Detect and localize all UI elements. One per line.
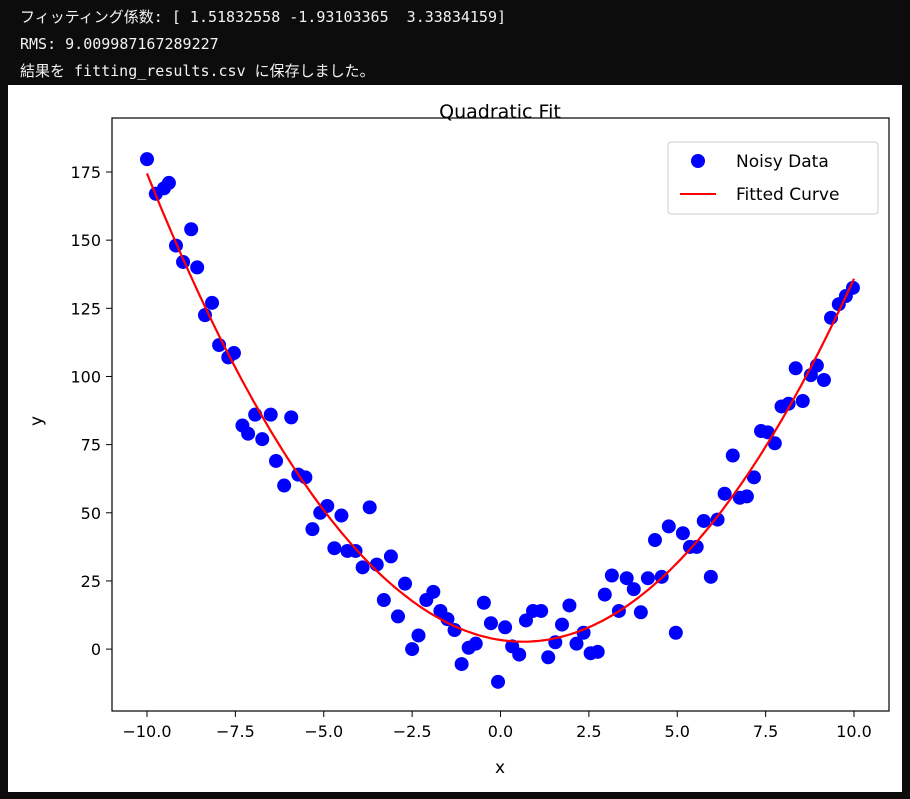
x-tick-label: −5.0 <box>304 722 343 741</box>
data-point <box>161 175 176 190</box>
data-point <box>483 616 498 631</box>
data-point <box>816 373 831 388</box>
x-tick-label: 0.0 <box>488 722 513 741</box>
data-point <box>355 560 370 575</box>
data-point <box>597 587 612 602</box>
data-point <box>725 448 740 463</box>
data-point <box>633 605 648 620</box>
y-tick-label: 100 <box>70 367 101 386</box>
data-point <box>255 432 270 447</box>
data-point <box>139 152 154 167</box>
data-point <box>468 636 483 651</box>
fitted-curve-line <box>145 172 856 643</box>
y-tick-label: 50 <box>81 504 101 523</box>
data-point <box>518 613 533 628</box>
data-point <box>647 533 662 548</box>
legend-marker-noisy-data <box>691 154 705 168</box>
data-point <box>476 595 491 610</box>
data-point <box>284 410 299 425</box>
data-point <box>668 625 683 640</box>
y-tick-label: 125 <box>70 299 101 318</box>
y-axis-label: y <box>27 416 47 426</box>
data-point <box>390 609 405 624</box>
legend-frame <box>667 141 879 215</box>
data-point <box>491 674 506 689</box>
data-point <box>334 508 349 523</box>
y-tick-label: 150 <box>70 231 101 250</box>
data-point <box>640 571 655 586</box>
data-point <box>269 453 284 468</box>
data-point <box>440 612 455 627</box>
legend-label-noisy-data: Noisy Data <box>736 152 829 172</box>
data-point <box>320 498 335 513</box>
y-tick-label: 0 <box>91 640 101 659</box>
data-point <box>717 486 732 501</box>
y-tick-label: 175 <box>70 163 101 182</box>
data-point <box>788 361 803 376</box>
data-point <box>534 603 549 618</box>
x-tick-label: −10.0 <box>122 722 171 741</box>
data-point <box>498 620 513 635</box>
data-point <box>512 647 527 662</box>
data-point <box>541 650 556 665</box>
x-tick-label: 2.5 <box>576 722 601 741</box>
x-tick-label: 7.5 <box>753 722 778 741</box>
x-tick-label: −7.5 <box>216 722 255 741</box>
data-point <box>619 571 634 586</box>
data-point <box>746 470 761 485</box>
data-point <box>604 568 619 583</box>
data-point <box>190 260 205 275</box>
data-point <box>405 642 420 657</box>
data-point <box>675 526 690 541</box>
data-point <box>739 489 754 504</box>
data-point <box>661 519 676 534</box>
data-point <box>376 593 391 608</box>
terminal-line-saved: 結果を fitting_results.csv に保存しました。 <box>20 62 375 80</box>
data-point <box>626 582 641 597</box>
data-point <box>327 541 342 556</box>
data-point <box>703 569 718 584</box>
data-point <box>348 543 363 558</box>
data-point <box>569 636 584 651</box>
terminal-line-coefficients: フィッティング係数: [ 1.51832558 -1.93103365 3.33… <box>20 8 507 26</box>
data-point <box>383 549 398 564</box>
terminal-output: フィッティング係数: [ 1.51832558 -1.93103365 3.33… <box>20 4 506 85</box>
data-point <box>277 478 292 493</box>
data-point <box>362 500 377 515</box>
x-tick-label: 5.0 <box>665 722 690 741</box>
data-point <box>710 512 725 527</box>
data-point <box>263 407 278 422</box>
data-point <box>696 513 711 528</box>
data-point <box>454 657 469 672</box>
data-point <box>398 576 413 591</box>
y-tick-label: 25 <box>81 572 101 591</box>
x-axis-label: x <box>495 758 505 778</box>
chart-title: Quadratic Fit <box>439 101 561 123</box>
data-point <box>305 522 320 537</box>
legend-label-fitted-curve: Fitted Curve <box>736 185 839 205</box>
terminal-line-rms: RMS: 9.009987167289227 <box>20 35 219 53</box>
data-point <box>411 628 426 643</box>
data-point <box>767 436 782 451</box>
data-point <box>426 584 441 599</box>
data-point <box>562 598 577 613</box>
y-tick-label: 75 <box>81 436 101 455</box>
data-point <box>241 426 256 441</box>
x-tick-label: 10.0 <box>836 722 872 741</box>
data-point <box>689 539 704 554</box>
data-point <box>184 222 199 237</box>
legend: Noisy Data Fitted Curve <box>667 141 879 215</box>
x-tick-label: −2.5 <box>393 722 432 741</box>
data-point <box>845 280 860 295</box>
data-point <box>555 617 570 632</box>
data-point <box>590 644 605 659</box>
data-point <box>795 394 810 409</box>
data-point <box>205 295 220 310</box>
